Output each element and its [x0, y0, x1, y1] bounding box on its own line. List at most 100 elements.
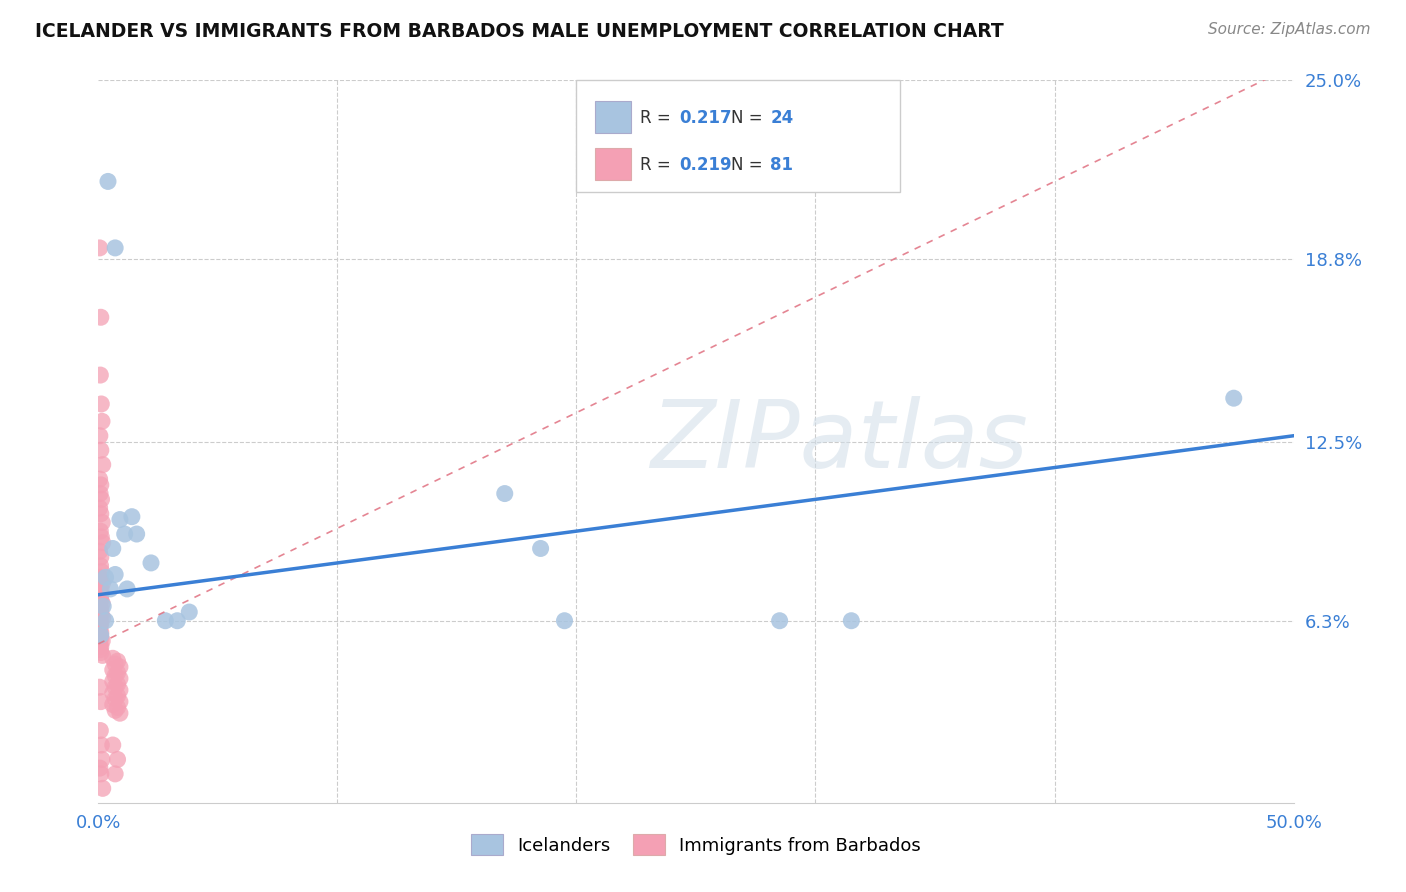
Point: [97, 174, 120, 188]
Point: [101, 738, 124, 752]
Text: 81: 81: [770, 156, 793, 174]
Point: [90, 478, 112, 492]
Point: [90, 738, 112, 752]
Point: [166, 614, 188, 628]
Point: [89, 614, 111, 628]
Point: [91, 516, 114, 530]
Point: [89, 501, 111, 516]
Point: [91, 634, 114, 648]
Point: [108, 706, 131, 721]
Point: [89, 584, 111, 599]
Point: [108, 512, 131, 526]
Point: [89, 472, 111, 486]
Point: [104, 767, 127, 781]
Point: [94, 570, 117, 584]
Point: [90, 593, 112, 607]
Point: [90, 588, 112, 602]
Text: Source: ZipAtlas.com: Source: ZipAtlas.com: [1208, 22, 1371, 37]
Point: [89, 486, 111, 500]
Point: [90, 628, 112, 642]
Point: [101, 698, 124, 712]
Point: [101, 686, 124, 700]
Point: [104, 657, 127, 671]
Point: [155, 614, 177, 628]
Point: [107, 752, 129, 766]
Point: [104, 668, 127, 682]
Point: [101, 651, 124, 665]
Point: [107, 654, 129, 668]
Point: [89, 642, 111, 657]
Point: [90, 507, 112, 521]
Point: [90, 631, 112, 645]
Point: [139, 556, 162, 570]
Text: R =: R =: [640, 109, 676, 127]
Point: [89, 241, 111, 255]
Point: [101, 541, 124, 556]
Point: [90, 310, 112, 325]
Point: [108, 683, 131, 698]
Point: [90, 602, 112, 616]
Point: [115, 582, 138, 596]
Point: [104, 703, 127, 717]
Point: [104, 567, 127, 582]
Point: [179, 605, 201, 619]
Text: 0.217: 0.217: [679, 109, 731, 127]
Text: N =: N =: [731, 109, 768, 127]
Point: [91, 611, 114, 625]
Point: [107, 689, 129, 703]
Point: [89, 628, 111, 642]
Point: [104, 680, 127, 694]
Point: [90, 646, 112, 660]
Point: [91, 648, 114, 663]
Point: [90, 550, 112, 565]
Point: [107, 677, 129, 691]
Point: [89, 429, 111, 443]
Text: R =: R =: [640, 156, 676, 174]
Point: [104, 241, 127, 255]
Point: [554, 614, 576, 628]
Text: 24: 24: [770, 109, 794, 127]
Point: [90, 530, 112, 544]
Point: [90, 574, 112, 588]
Point: [91, 599, 114, 614]
Point: [90, 492, 112, 507]
Text: ZIPatlas: ZIPatlas: [651, 396, 1028, 487]
Point: [1223, 391, 1246, 405]
Point: [91, 781, 114, 796]
Point: [89, 599, 111, 614]
Point: [90, 695, 112, 709]
Point: [89, 680, 111, 694]
Point: [89, 591, 111, 605]
Point: [89, 570, 111, 584]
Point: [90, 640, 112, 654]
Point: [121, 509, 143, 524]
Point: [89, 761, 111, 775]
Point: [90, 565, 112, 579]
Point: [91, 535, 114, 549]
Point: [90, 558, 112, 573]
Point: [101, 674, 124, 689]
Point: [108, 695, 131, 709]
Point: [89, 623, 111, 637]
Point: [91, 752, 114, 766]
Point: [125, 527, 148, 541]
Point: [841, 614, 863, 628]
Point: [494, 486, 516, 500]
Point: [89, 579, 111, 593]
Point: [104, 691, 127, 706]
Point: [89, 544, 111, 558]
Point: [768, 614, 790, 628]
Point: [107, 700, 129, 714]
Point: [94, 614, 117, 628]
Point: [89, 637, 111, 651]
Point: [108, 672, 131, 686]
Point: [89, 524, 111, 538]
Point: [90, 767, 112, 781]
Point: [90, 625, 112, 640]
Text: N =: N =: [731, 156, 768, 174]
Text: 0.219: 0.219: [679, 156, 731, 174]
Point: [98, 582, 122, 596]
Point: [91, 596, 114, 610]
Point: [114, 527, 136, 541]
Point: [108, 660, 131, 674]
